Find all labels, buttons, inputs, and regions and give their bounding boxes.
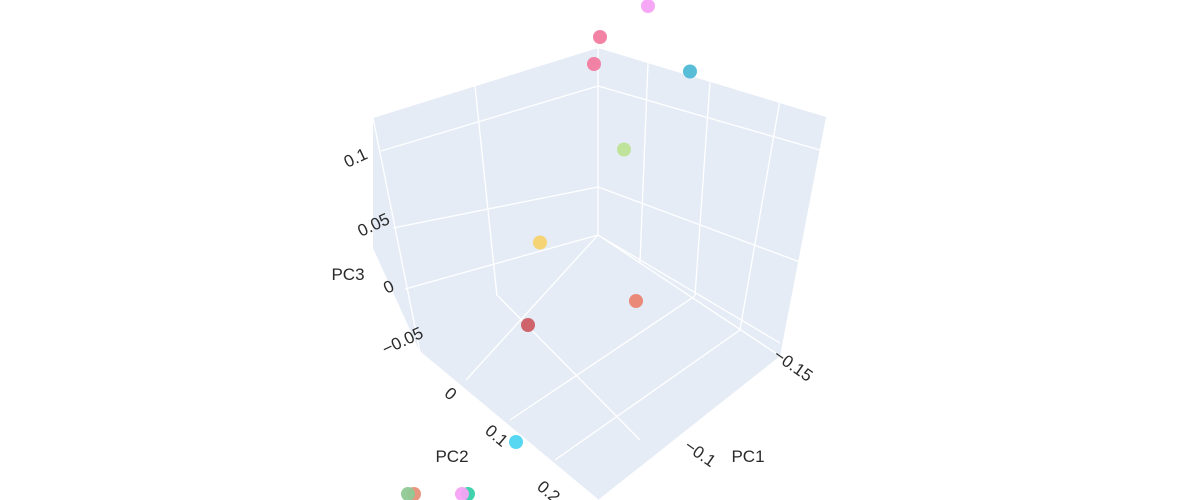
data-point-10[interactable] (455, 487, 469, 500)
tick-label-z-0: −0.05 (379, 323, 426, 358)
axis-title-x: PC1 (731, 447, 764, 466)
data-point-8[interactable] (509, 435, 523, 449)
floor (373, 235, 780, 500)
axis-title-y: PC2 (435, 447, 468, 466)
tick-label-y-0: 0 (441, 383, 460, 404)
data-point-1[interactable] (587, 57, 601, 71)
tick-label-y-1: 0.1 (481, 421, 511, 451)
data-point-6[interactable] (521, 318, 535, 332)
data-point-2[interactable] (641, 0, 655, 13)
data-point-0[interactable] (593, 30, 607, 44)
tick-label-z-3: 0.1 (341, 144, 370, 171)
wall-left (373, 48, 598, 295)
tick-label-y-2: 0.2 (533, 477, 563, 500)
data-point-7[interactable] (629, 294, 643, 308)
tick-label-x-0: −0.15 (770, 345, 816, 385)
scene-walls (373, 48, 826, 500)
data-point-5[interactable] (533, 235, 547, 250)
axis-title-z: PC3 (331, 265, 364, 284)
data-point-12[interactable] (401, 487, 415, 500)
data-point-4[interactable] (617, 142, 631, 157)
tick-label-x-1: −0.1 (681, 436, 719, 471)
data-point-3[interactable] (683, 64, 697, 79)
grid-lines (372, 48, 821, 500)
wall-right (598, 48, 826, 356)
axis-titles: PC1 PC2 PC3 (331, 265, 764, 466)
data-points (401, 0, 697, 500)
